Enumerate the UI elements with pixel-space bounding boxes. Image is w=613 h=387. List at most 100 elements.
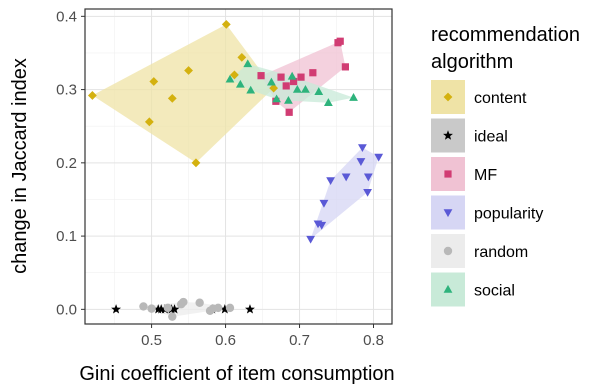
legend-label-MF: MF [474,167,497,184]
popularity-point [363,173,373,182]
y-tick-label: 0.4 [56,8,77,25]
social-point [235,79,245,88]
content-point [237,52,247,62]
legend-label-ideal: ideal [474,129,508,146]
ideal-point [111,304,122,314]
content-point [221,19,231,29]
random-point [179,297,188,307]
MF-point [285,108,293,116]
content-hull [92,24,274,163]
x-tick-label: 0.6 [215,332,236,349]
legend-marker-popularity [443,209,453,218]
social-point [287,71,297,80]
y-tick-label: 0.2 [56,155,77,172]
social-point [314,87,324,95]
popularity-point [317,221,327,230]
social-point [272,94,281,103]
legend-marker-ideal [443,130,453,140]
x-tick-label: 0.5 [141,332,162,349]
x-axis-ticks: 0.5 0.6 0.7 0.8 [141,324,384,349]
legend-item-MF: MF [431,157,497,191]
social-point [267,77,276,86]
y-tick-label: 0.3 [56,82,77,99]
MF-point [257,72,265,80]
social-point [246,85,256,94]
social-point [243,59,253,68]
popularity-point [358,144,367,153]
random-point [139,302,148,311]
legend-label-popularity: popularity [474,206,543,223]
MF-point [282,82,290,90]
MF-point [290,77,298,86]
y-tick-label: 0.0 [56,301,77,318]
popularity-point [306,235,316,244]
social-point [284,95,293,104]
panel-border [84,8,393,325]
y-axis-ticks: 0.0 0.1 0.2 0.3 0.4 [56,8,85,318]
content-point [184,66,193,75]
legend-marker-MF [444,170,452,178]
ideal-point [245,304,255,314]
popularity-hull [310,147,379,239]
random-series [139,297,235,321]
popularity-point [341,173,351,182]
ideal-point [219,304,230,314]
legend-marker-content [443,92,453,102]
social-point [349,93,358,101]
social-point [292,84,302,93]
x-tick-label: 0.7 [289,332,310,349]
popularity-series [306,144,384,244]
MF-point [297,73,305,81]
MF-point [341,63,349,71]
MF-point [309,69,317,77]
legend-item-ideal: ideal [431,118,508,153]
legend-items: content ideal MF popularity random social [431,80,543,307]
y-tick-label: 0.1 [56,228,77,245]
legend-title-line-1: recommendation [431,24,580,46]
content-point [149,77,159,86]
social-point [323,98,333,106]
x-tick-label: 0.8 [363,332,384,349]
MF-point [277,73,285,81]
MF-point [336,37,344,45]
popularity-point [356,158,366,166]
legend-item-popularity: popularity [431,195,543,230]
random-point [163,303,173,313]
content-point [230,70,239,80]
legend-item-content: content [431,80,527,114]
legend-label-content: content [474,90,527,107]
x-axis-title: Gini coefficient of item consumption [79,363,394,385]
social-point [225,74,235,83]
legend-item-random: random [431,234,528,268]
legend-marker-social [443,284,453,293]
random-point [147,304,156,313]
legend-title-line-2: algorithm [431,51,513,73]
ideal-point [169,304,180,314]
legend-label-social: social [474,283,515,300]
legend: recommendation algorithm content ideal MF p… [431,24,580,307]
legend-label-random: random [474,244,528,261]
legend-item-social: social [431,272,515,307]
popularity-point [374,153,384,162]
random-point [168,312,177,321]
popularity-point [319,199,329,208]
plot-frame [84,8,393,325]
ideal-point [156,304,167,314]
random-point [195,298,204,307]
social-point [301,84,310,93]
content-series [87,19,279,168]
content-point [167,93,177,103]
legend-marker-random [443,246,453,256]
random-point [225,303,235,313]
social-series [225,59,358,106]
y-axis-title: change in Jaccard index [9,58,31,274]
popularity-point [326,177,335,186]
content-point [87,91,97,100]
content-point [144,117,154,127]
content-point [191,158,201,168]
content-point [269,83,279,93]
popularity-point [363,188,372,197]
series-points [87,19,384,321]
random-point [213,303,223,313]
